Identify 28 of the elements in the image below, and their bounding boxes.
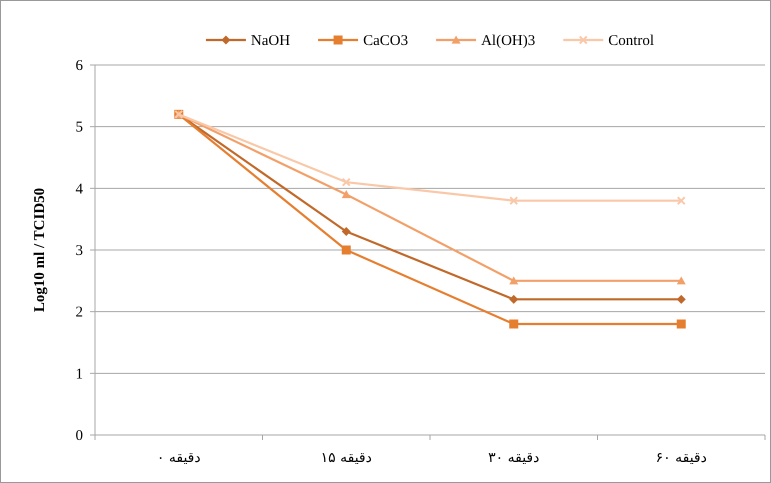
y-tick-label: 1 [76, 366, 83, 382]
legend-label: Al(OH)3 [481, 33, 536, 49]
y-tick-label: 2 [76, 304, 83, 321]
y-tick-label: 4 [76, 181, 84, 198]
y-axis-title: Log10 ml / TCID50 [32, 188, 48, 312]
y-tick-label: 3 [76, 243, 83, 259]
point [342, 190, 351, 198]
legend-label: Control [608, 33, 654, 49]
y-tick-label: 6 [76, 58, 84, 74]
point [509, 276, 518, 284]
point [676, 196, 686, 206]
point [509, 320, 518, 328]
point [342, 178, 351, 187]
y-tick-label: 5 [76, 120, 83, 136]
x-tick-label: دقیقه ۰ [156, 450, 201, 466]
point [509, 294, 518, 304]
point [676, 294, 686, 304]
point [342, 227, 351, 236]
x-tick-label: دقیقه ۱۵ [320, 450, 372, 466]
point [509, 196, 518, 206]
legend-label: CaCO3 [363, 33, 408, 49]
point [342, 246, 351, 254]
x-tick-label: دقیقه ۳۰ [488, 450, 540, 466]
point [676, 320, 686, 328]
x-tick-label: دقیقه ۶۰ [656, 450, 707, 466]
y-tick-label: 0 [76, 428, 83, 444]
point [676, 276, 686, 284]
legend-label: NaOH [250, 33, 290, 49]
